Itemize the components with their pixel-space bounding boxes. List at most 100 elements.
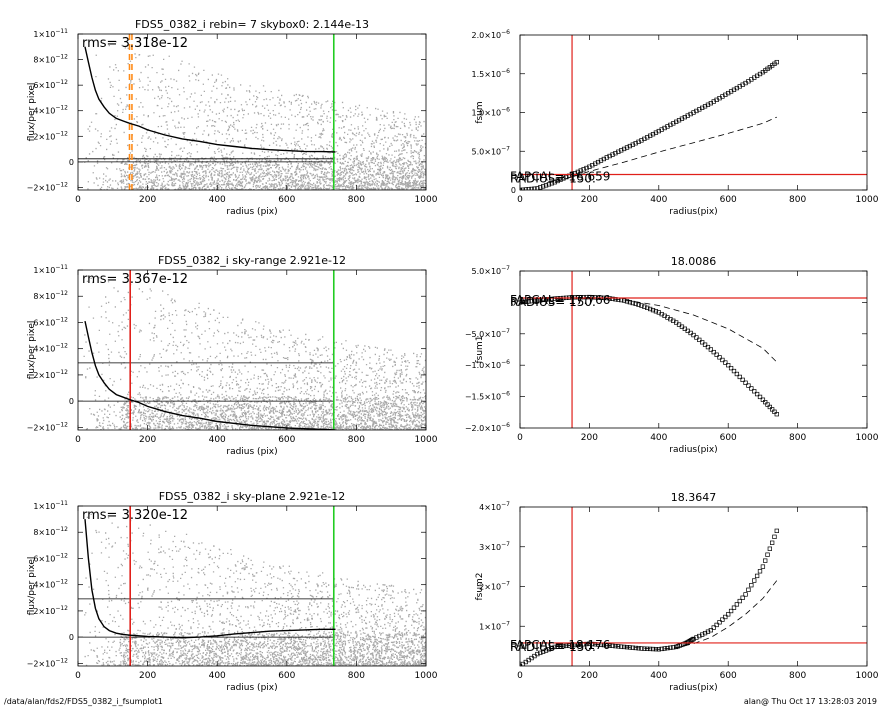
p2-ytick-label: 2.0×10−6 — [472, 29, 511, 40]
footer-user-time: alan@ Thu Oct 17 13:28:03 2019 — [743, 697, 877, 706]
p2-marker — [774, 59, 779, 65]
p5-ytick-label: 6×10−12 — [33, 552, 68, 563]
p6-marker — [627, 645, 633, 650]
p1-ylabel: flux/per pixel — [27, 83, 37, 142]
p6-marker — [647, 646, 653, 652]
p6-marker — [621, 644, 627, 650]
p2-marker — [578, 168, 583, 173]
p6-fapcal-annotation: FAPCAL= 18.176 — [510, 638, 610, 652]
p3-ytick-label: 2×10−12 — [33, 369, 68, 380]
p2-radius-annotation: RADIUS= 150. — [510, 172, 596, 186]
p1-xtick-label: 0 — [75, 195, 81, 205]
p2-marker — [543, 183, 549, 188]
p4-marker — [726, 363, 731, 368]
p4-xtick-label: 200 — [581, 433, 598, 443]
p6-marker — [754, 573, 760, 579]
p4-marker — [717, 355, 722, 360]
p4-ytick-label: 0 — [511, 298, 516, 307]
p6-xtick-label: 800 — [789, 671, 806, 681]
p4-marker — [627, 300, 633, 305]
p2-marker — [627, 143, 633, 149]
p2-marker — [526, 187, 531, 190]
p4-marker — [754, 391, 760, 397]
p6-marker — [552, 644, 557, 650]
p3-frame — [77, 269, 427, 431]
p3-plot-area — [78, 270, 426, 430]
p6-marker — [763, 558, 768, 563]
p1-ytick-label: −2×10−12 — [27, 181, 69, 192]
p4-marker — [765, 402, 770, 407]
p2-marker — [581, 167, 586, 172]
p4-marker — [526, 299, 531, 304]
p6-marker — [613, 643, 618, 649]
p2-marker — [564, 174, 569, 180]
p4-marker — [578, 295, 583, 300]
p6-marker — [746, 587, 751, 592]
p6-marker — [561, 643, 566, 649]
p6-ylabel: fsum2 — [475, 572, 485, 600]
p4-marker — [650, 307, 656, 313]
p3-ytick-label: 1×10−11 — [33, 264, 68, 275]
p2-xtick-label: 0 — [517, 195, 523, 205]
p2-xtick-label: 800 — [789, 195, 806, 205]
p5-scatter-dense — [119, 631, 426, 666]
p5-xtick-label: 400 — [209, 671, 226, 681]
p4-marker — [757, 394, 763, 400]
p2-fapcal-annotation: FAPCAL= 16.659 — [510, 170, 610, 184]
p6-marker — [567, 643, 572, 648]
p1-xtick-label: 600 — [278, 195, 295, 205]
p6-marker — [607, 643, 612, 648]
p6-marker — [749, 583, 754, 588]
p2-xlabel: radius(pix) — [669, 207, 717, 217]
p4-marker — [731, 368, 737, 374]
p4-marker — [734, 371, 740, 377]
p6-marker — [555, 644, 560, 649]
p5-ylabel: flux/per pixel — [27, 557, 37, 616]
p4-marker — [723, 360, 728, 365]
p2-xtick-label: 400 — [650, 195, 667, 205]
p1-ytick-label: 4×10−12 — [33, 105, 68, 116]
p4-marker — [636, 302, 641, 307]
p6-ytick-label: 1×10−7 — [479, 620, 510, 631]
p4-marker — [752, 389, 757, 394]
p6-ytick-label: 4×10−7 — [479, 501, 510, 512]
p4-marker — [770, 407, 775, 412]
p5-xlabel: radius (pix) — [226, 683, 277, 693]
p4-ytick-label: −5.0×10−7 — [465, 328, 510, 339]
p6-marker — [717, 620, 722, 625]
p4-xtick-label: 0 — [517, 433, 523, 443]
p1-xlabel: radius (pix) — [226, 207, 277, 217]
p6-marker — [767, 546, 772, 551]
p4-frame — [519, 270, 868, 429]
p4-marker — [587, 294, 592, 300]
p3-xtick-label: 0 — [75, 435, 81, 445]
p1-rms-annotation: rms= 3.318e-12 — [82, 36, 188, 51]
p1-xtick-label: 1000 — [415, 195, 438, 205]
p6-marker — [671, 645, 676, 650]
p4-radius-annotation: RADIUS= 150. — [510, 295, 596, 309]
p6-marker — [630, 645, 635, 650]
p6-xlabel: radius(pix) — [669, 683, 717, 693]
p6-marker — [662, 646, 667, 651]
p6-ytick-label: 2×10−7 — [479, 581, 510, 592]
p2-marker — [616, 149, 621, 154]
p6-marker — [564, 643, 569, 649]
p6-xtick-label: 400 — [650, 671, 667, 681]
p6-ytick-label: 3×10−7 — [479, 541, 510, 552]
p3-ytick-label: 8×10−12 — [33, 290, 68, 301]
p6-title: 18.3647 — [671, 491, 717, 504]
p3-xtick-label: 200 — [139, 435, 156, 445]
p5-ytick-label: 8×10−12 — [33, 526, 68, 537]
p1-scatter-points — [84, 41, 426, 190]
p6-marker — [743, 592, 748, 597]
p6-marker — [728, 608, 734, 614]
p6-marker — [549, 645, 554, 651]
p4-marker — [535, 298, 540, 303]
p4-marker — [700, 340, 705, 345]
p2-ylabel: fsum — [475, 101, 485, 123]
p6-marker — [708, 628, 713, 633]
p5-xtick-label: 1000 — [415, 671, 438, 681]
p6-marker — [653, 647, 659, 652]
p1-ytick-label: 8×10−12 — [33, 54, 68, 65]
